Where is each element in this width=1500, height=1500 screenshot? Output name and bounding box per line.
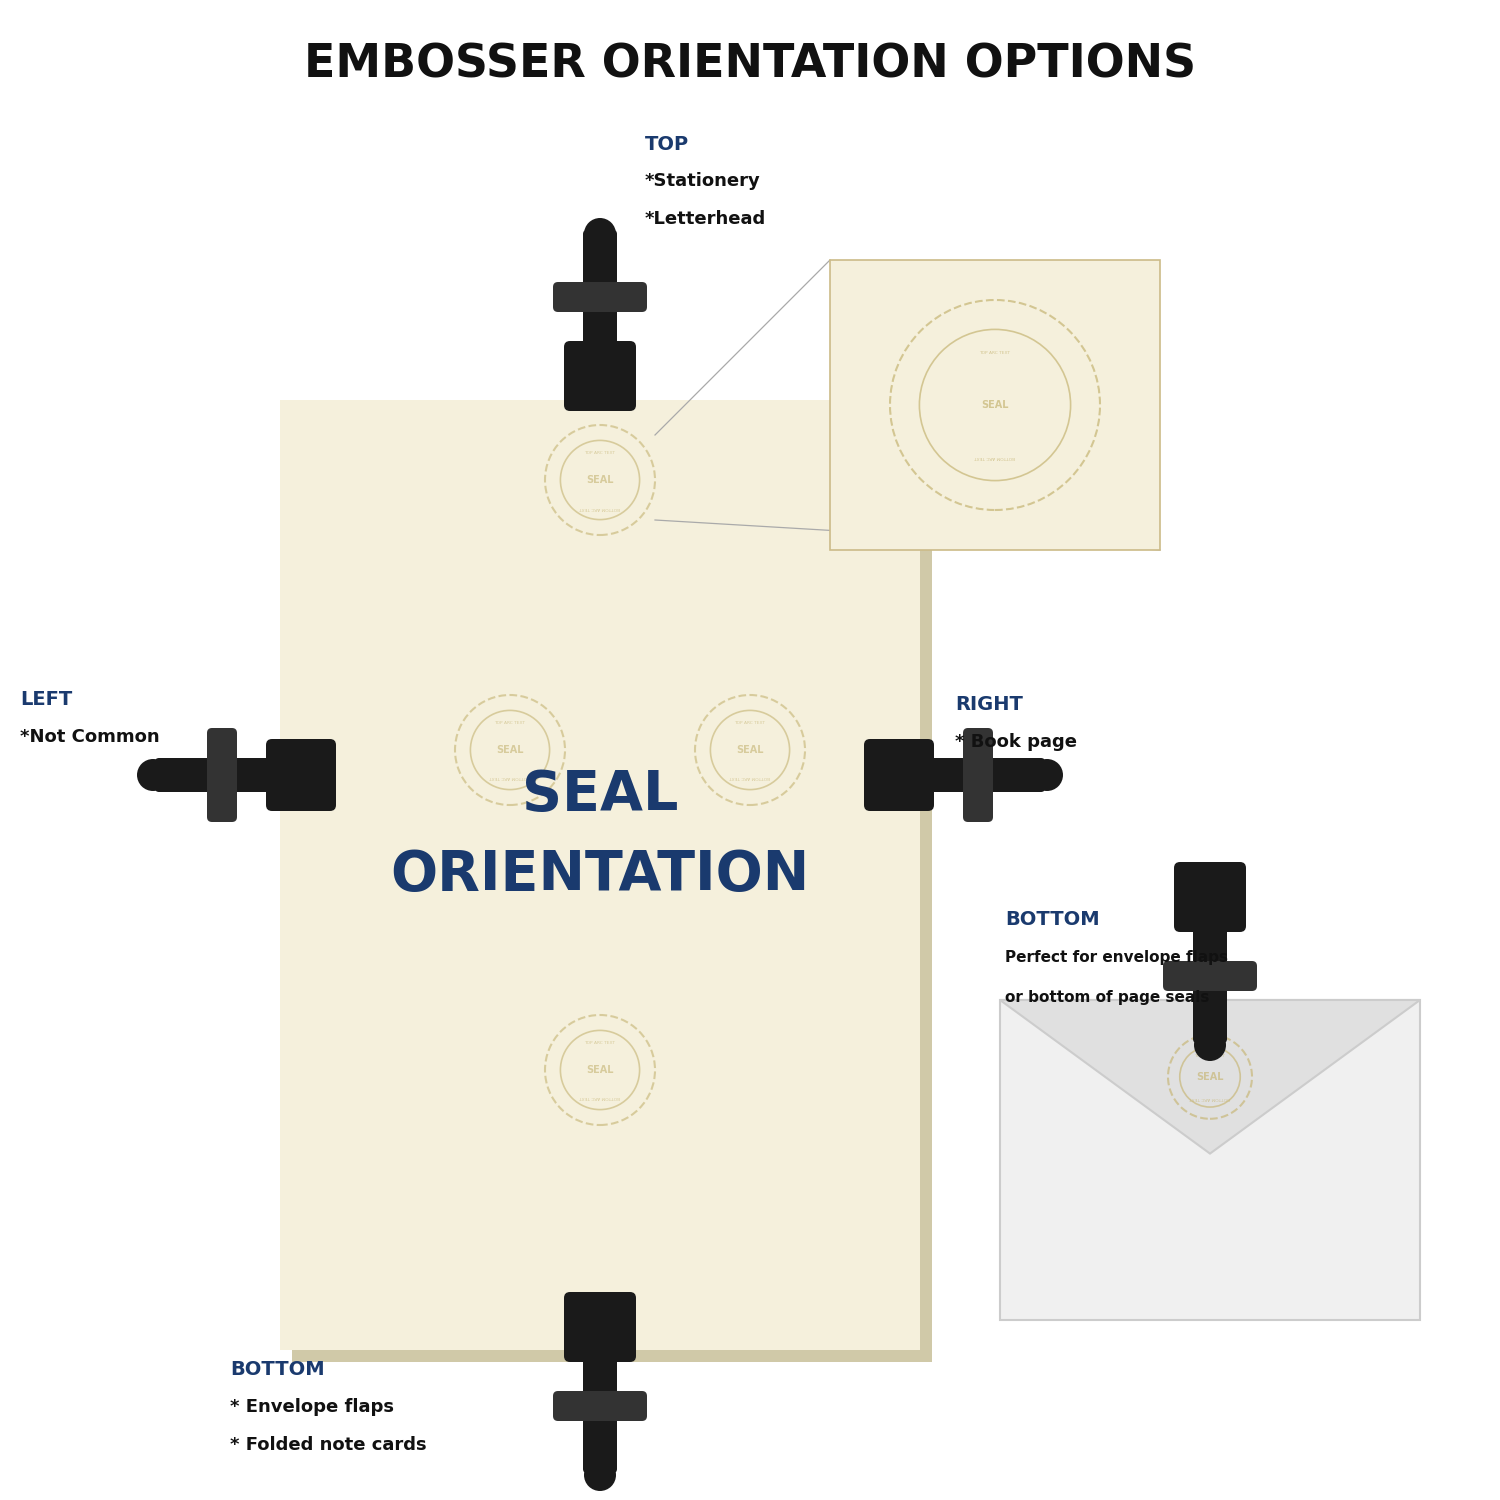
Text: SEAL: SEAL [1197,1072,1224,1082]
Text: TOP ARC TEXT: TOP ARC TEXT [1194,1054,1225,1058]
FancyBboxPatch shape [154,758,278,792]
Text: SEAL: SEAL [981,400,1010,410]
Text: SEAL: SEAL [736,746,764,754]
Text: Perfect for envelope flaps: Perfect for envelope flaps [1005,950,1228,964]
FancyBboxPatch shape [864,740,934,812]
Text: TOP ARC TEXT: TOP ARC TEXT [980,351,1011,354]
Text: RIGHT: RIGHT [956,694,1023,714]
FancyBboxPatch shape [280,400,920,1350]
Text: BOTTOM ARC TEXT: BOTTOM ARC TEXT [579,1095,621,1100]
Text: TOP ARC TEXT: TOP ARC TEXT [585,1041,615,1044]
Text: TOP ARC TEXT: TOP ARC TEXT [735,720,765,724]
Text: *Not Common: *Not Common [20,728,159,746]
Text: TOP: TOP [645,135,688,154]
FancyBboxPatch shape [1192,920,1227,1042]
Text: or bottom of page seals: or bottom of page seals [1005,990,1209,1005]
Text: BOTTOM ARC TEXT: BOTTOM ARC TEXT [579,506,621,510]
FancyBboxPatch shape [830,260,1160,550]
Text: BOTTOM: BOTTOM [230,1360,324,1378]
Text: BOTTOM ARC TEXT: BOTTOM ARC TEXT [1190,1096,1230,1100]
Circle shape [136,759,170,790]
FancyBboxPatch shape [1162,962,1257,992]
Text: BOTTOM ARC TEXT: BOTTOM ARC TEXT [975,456,1016,459]
Text: * Envelope flaps: * Envelope flaps [230,1398,394,1416]
Circle shape [1030,759,1063,790]
Circle shape [584,217,616,250]
FancyBboxPatch shape [1000,1000,1420,1320]
Text: SEAL: SEAL [586,476,613,484]
Text: BOTTOM ARC TEXT: BOTTOM ARC TEXT [489,776,531,780]
FancyBboxPatch shape [584,230,616,352]
FancyBboxPatch shape [564,340,636,411]
FancyBboxPatch shape [584,1350,616,1473]
Text: * Book page: * Book page [956,734,1077,752]
Text: * Folded note cards: * Folded note cards [230,1436,426,1454]
Text: SEAL: SEAL [586,1065,613,1076]
FancyBboxPatch shape [554,282,646,312]
Text: BOTTOM: BOTTOM [1005,910,1100,928]
Text: EMBOSSER ORIENTATION OPTIONS: EMBOSSER ORIENTATION OPTIONS [304,42,1196,87]
FancyBboxPatch shape [266,740,336,812]
FancyBboxPatch shape [922,758,1046,792]
FancyBboxPatch shape [292,413,932,1362]
Text: LEFT: LEFT [20,690,72,709]
Text: ORIENTATION: ORIENTATION [390,847,810,901]
Polygon shape [1000,1000,1420,1154]
Text: BOTTOM ARC TEXT: BOTTOM ARC TEXT [729,776,771,780]
FancyBboxPatch shape [564,1292,636,1362]
FancyBboxPatch shape [554,1390,646,1420]
Text: SEAL: SEAL [496,746,523,754]
Circle shape [1194,1029,1225,1060]
FancyBboxPatch shape [1174,862,1246,932]
FancyBboxPatch shape [207,728,237,822]
FancyBboxPatch shape [963,728,993,822]
Text: *Stationery: *Stationery [645,172,760,190]
Text: SEAL: SEAL [522,768,678,822]
Circle shape [584,1460,616,1491]
Text: TOP ARC TEXT: TOP ARC TEXT [585,450,615,454]
Text: *Letterhead: *Letterhead [645,210,766,228]
Text: TOP ARC TEXT: TOP ARC TEXT [495,720,525,724]
